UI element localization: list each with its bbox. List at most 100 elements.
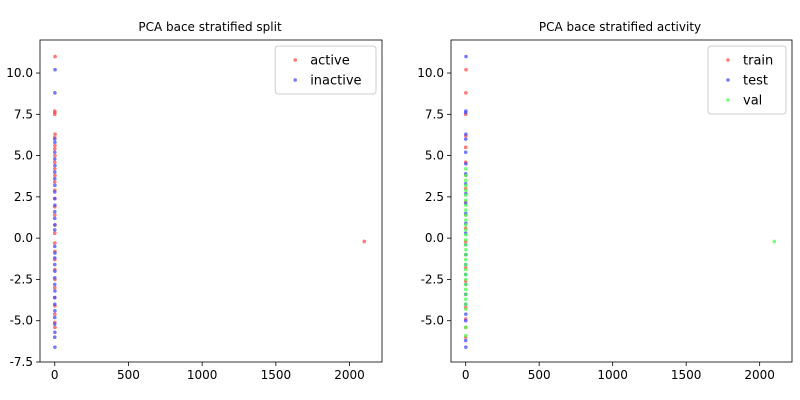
data-point [463, 287, 468, 292]
y-tick-label: 5.0 [14, 149, 33, 163]
data-point [52, 302, 57, 307]
data-point [52, 137, 57, 141]
data-point [463, 213, 468, 217]
data-point [463, 325, 468, 330]
data-point [464, 292, 468, 297]
data-point [53, 143, 57, 148]
data-point [53, 325, 57, 330]
data-point [463, 150, 468, 155]
data-point [463, 193, 468, 198]
data-point [464, 203, 468, 207]
data-point [464, 247, 468, 252]
legend-marker [726, 98, 730, 102]
data-point [53, 203, 57, 207]
data-point [52, 196, 57, 201]
x-tick-label: 2000 [744, 368, 775, 382]
data-point [53, 153, 57, 158]
data-point [463, 252, 468, 257]
data-point [52, 282, 57, 287]
x-tick-label: 0 [462, 368, 470, 382]
x-tick-label: 0 [51, 368, 59, 382]
data-point [53, 309, 57, 313]
data-point [52, 170, 57, 174]
data-point [463, 178, 468, 183]
y-tick-label: 2.5 [425, 190, 444, 204]
axes-frame [39, 39, 383, 363]
legend-label: train [743, 54, 773, 69]
data-point [52, 256, 57, 260]
data-point [464, 277, 468, 282]
data-point [463, 145, 468, 150]
data-point [463, 257, 468, 262]
data-point [772, 239, 777, 244]
data-point [463, 338, 468, 343]
data-point [464, 173, 468, 178]
y-tick-label: 7.5 [14, 107, 33, 121]
data-point [52, 180, 57, 184]
data-point [53, 183, 57, 188]
data-point [464, 162, 468, 166]
legend-marker [293, 58, 298, 62]
chart-title: PCA bace stratified activity [539, 20, 701, 34]
data-point [53, 269, 57, 273]
data-point [463, 302, 468, 307]
data-point [464, 218, 468, 222]
plot-area: 0 500 1000 1500 2000 -7.5 -5.0 -2.5 0.0 2.5 5.0 7.5… [6, 39, 383, 382]
data-point [52, 190, 57, 194]
data-point [464, 345, 468, 349]
data-point [52, 312, 57, 316]
legend-label: inactive [310, 74, 361, 89]
y-tick-label: 5.0 [425, 149, 444, 163]
data-point [463, 242, 468, 247]
legend-marker [726, 78, 730, 82]
data-point [53, 330, 57, 335]
data-point [52, 231, 57, 235]
data-point [53, 345, 57, 349]
x-tick-label: 1500 [261, 368, 292, 382]
data-point [463, 318, 468, 323]
data-point [53, 132, 57, 136]
chart-panel-left: PCA bace stratified split 0 500 1000 1500 20… [6, 20, 383, 382]
data-point [52, 285, 57, 290]
data-point [53, 289, 57, 293]
x-tick-label: 2000 [334, 368, 365, 382]
data-point [362, 239, 367, 244]
data-point [464, 188, 468, 193]
data-point [53, 140, 57, 145]
x-tick-label: 500 [117, 368, 140, 382]
chart-panel-right: PCA bace stratified activity 0 500 1000 150… [417, 20, 793, 382]
data-point [463, 228, 468, 232]
y-tick-label: -2.5 [10, 272, 33, 286]
data-point [52, 322, 57, 326]
data-point [52, 160, 57, 164]
data-point [464, 91, 468, 95]
data-point [463, 137, 468, 141]
data-point [53, 67, 57, 72]
data-point [464, 54, 468, 59]
y-tick-label: -7.5 [10, 355, 33, 369]
y-tick-label: 10.0 [417, 66, 444, 80]
legend-marker [293, 78, 298, 82]
data-point [53, 163, 57, 168]
data-point [53, 173, 57, 178]
data-point [53, 251, 57, 255]
data-point [464, 132, 468, 136]
legend-label: test [743, 74, 768, 89]
data-point [52, 262, 57, 267]
data-point [463, 282, 468, 287]
data-point [52, 335, 57, 340]
axes-frame [450, 39, 793, 363]
y-tick-label: -5.0 [421, 314, 444, 328]
legend: train test val [707, 45, 787, 115]
data-point [52, 147, 57, 151]
data-point [463, 183, 468, 188]
data-point [464, 312, 468, 316]
data-point [464, 307, 468, 311]
data-point [463, 208, 468, 212]
data-point [464, 262, 468, 267]
data-point [463, 110, 468, 115]
data-point [52, 241, 57, 245]
data-point [463, 297, 468, 302]
